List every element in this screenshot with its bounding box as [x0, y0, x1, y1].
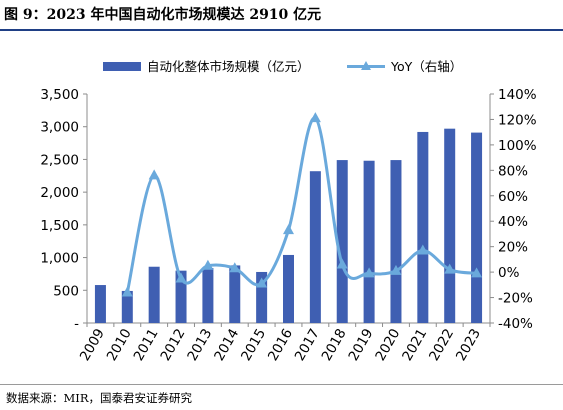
bars [94, 128, 483, 323]
left-axis-tick-label: 3,000 [40, 120, 79, 136]
bar [417, 131, 429, 323]
yoy-point [229, 262, 241, 273]
right-axis-tick-label: 0% [498, 265, 520, 281]
x-axis-tick-label: 2023 [453, 326, 484, 364]
left-axis-tick-label: 1,500 [40, 218, 79, 234]
right-axis-tick-label: -40% [498, 316, 533, 332]
yoy-point [444, 263, 456, 274]
left-axis-tick-label: 500 [53, 283, 79, 299]
x-axis-tick-label: 2020 [372, 326, 403, 364]
bar [148, 266, 160, 323]
x-axis-tick-label: 2015 [238, 326, 269, 364]
yoy-point [336, 258, 348, 269]
left-axis-tick-label: 2,500 [40, 152, 79, 168]
x-axis-tick-label: 2010 [104, 326, 135, 364]
x-axis-tick-label: 2012 [157, 326, 188, 364]
bar [471, 132, 483, 323]
yoy-point [390, 264, 402, 275]
chart: 自动化整体市场规模（亿元） YoY（右轴） - 500 1,000 1,500 2,00… [40, 59, 537, 364]
bar [283, 254, 294, 323]
figure-title: 图 9：2023 年中国自动化市场规模达 2910 亿元 [4, 7, 322, 23]
right-axis-tick-label: 80% [498, 163, 528, 179]
bar [121, 290, 133, 323]
x-axis-tick-label: 2013 [184, 326, 215, 364]
source-rule [0, 384, 563, 385]
x-axis-tick-label: 2016 [265, 326, 296, 364]
bar [363, 160, 375, 323]
right-axis-tick-label: 100% [498, 138, 537, 154]
left-axis-tick-label: 1,000 [40, 251, 79, 267]
x-axis-tick-label: 2009 [77, 326, 108, 364]
x-axis-tick-label: 2017 [292, 326, 323, 364]
bar [202, 268, 214, 323]
x-axis-tick-label: 2022 [426, 326, 457, 364]
right-axis: -40% -20% 0% 20% 40% 60% 80% 100% 120% 140% [489, 87, 537, 332]
x-axis-tick-label: 2019 [346, 326, 377, 364]
x-axis: 2009201020112012201320142015201620172018… [77, 322, 491, 364]
legend-bar-swatch [103, 62, 141, 71]
x-axis-tick-label: 2021 [399, 326, 430, 364]
yoy-series-line [125, 116, 477, 293]
bar [444, 128, 456, 323]
bar [390, 160, 402, 323]
yoy-point [471, 267, 483, 278]
legend-line-label: YoY（右轴） [390, 59, 462, 74]
yoy-point [202, 259, 214, 270]
bar [94, 285, 106, 323]
yoy-point [363, 267, 375, 278]
legend-line-marker [361, 61, 371, 70]
yoy-line [121, 112, 483, 297]
left-axis-tick-label: 3,500 [40, 87, 79, 103]
left-axis: - 500 1,000 1,500 2,000 2,500 3,000 3,500 [40, 87, 88, 332]
yoy-point [283, 224, 294, 235]
bar [175, 270, 187, 323]
yoy-point [121, 286, 133, 297]
title-rule [0, 29, 563, 31]
yoy-point [148, 169, 160, 180]
bar [336, 160, 348, 323]
x-axis-tick-label: 2014 [211, 326, 242, 364]
left-axis-tick-label: - [74, 316, 79, 332]
left-axis-tick-label: 2,000 [40, 185, 79, 201]
yoy-point [309, 112, 321, 123]
x-axis-tick-label: 2011 [131, 326, 162, 364]
bar [229, 265, 241, 323]
yoy-point [256, 277, 268, 288]
yoy-point [417, 244, 429, 255]
legend: 自动化整体市场规模（亿元） YoY（右轴） [103, 59, 462, 74]
x-axis-tick-label: 2018 [319, 326, 350, 364]
legend-bar-label: 自动化整体市场规模（亿元） [147, 59, 310, 74]
right-axis-tick-label: 60% [498, 189, 528, 205]
bar [309, 171, 321, 323]
right-axis-tick-label: 20% [498, 240, 528, 256]
right-axis-tick-label: -20% [498, 291, 533, 307]
yoy-point [175, 272, 187, 283]
right-axis-tick-label: 120% [498, 112, 537, 128]
right-axis-tick-label: 140% [498, 87, 537, 103]
bar [256, 271, 268, 323]
right-axis-tick-label: 40% [498, 214, 528, 230]
source-note: 数据来源：MIR，国泰君安证券研究 [6, 391, 192, 405]
